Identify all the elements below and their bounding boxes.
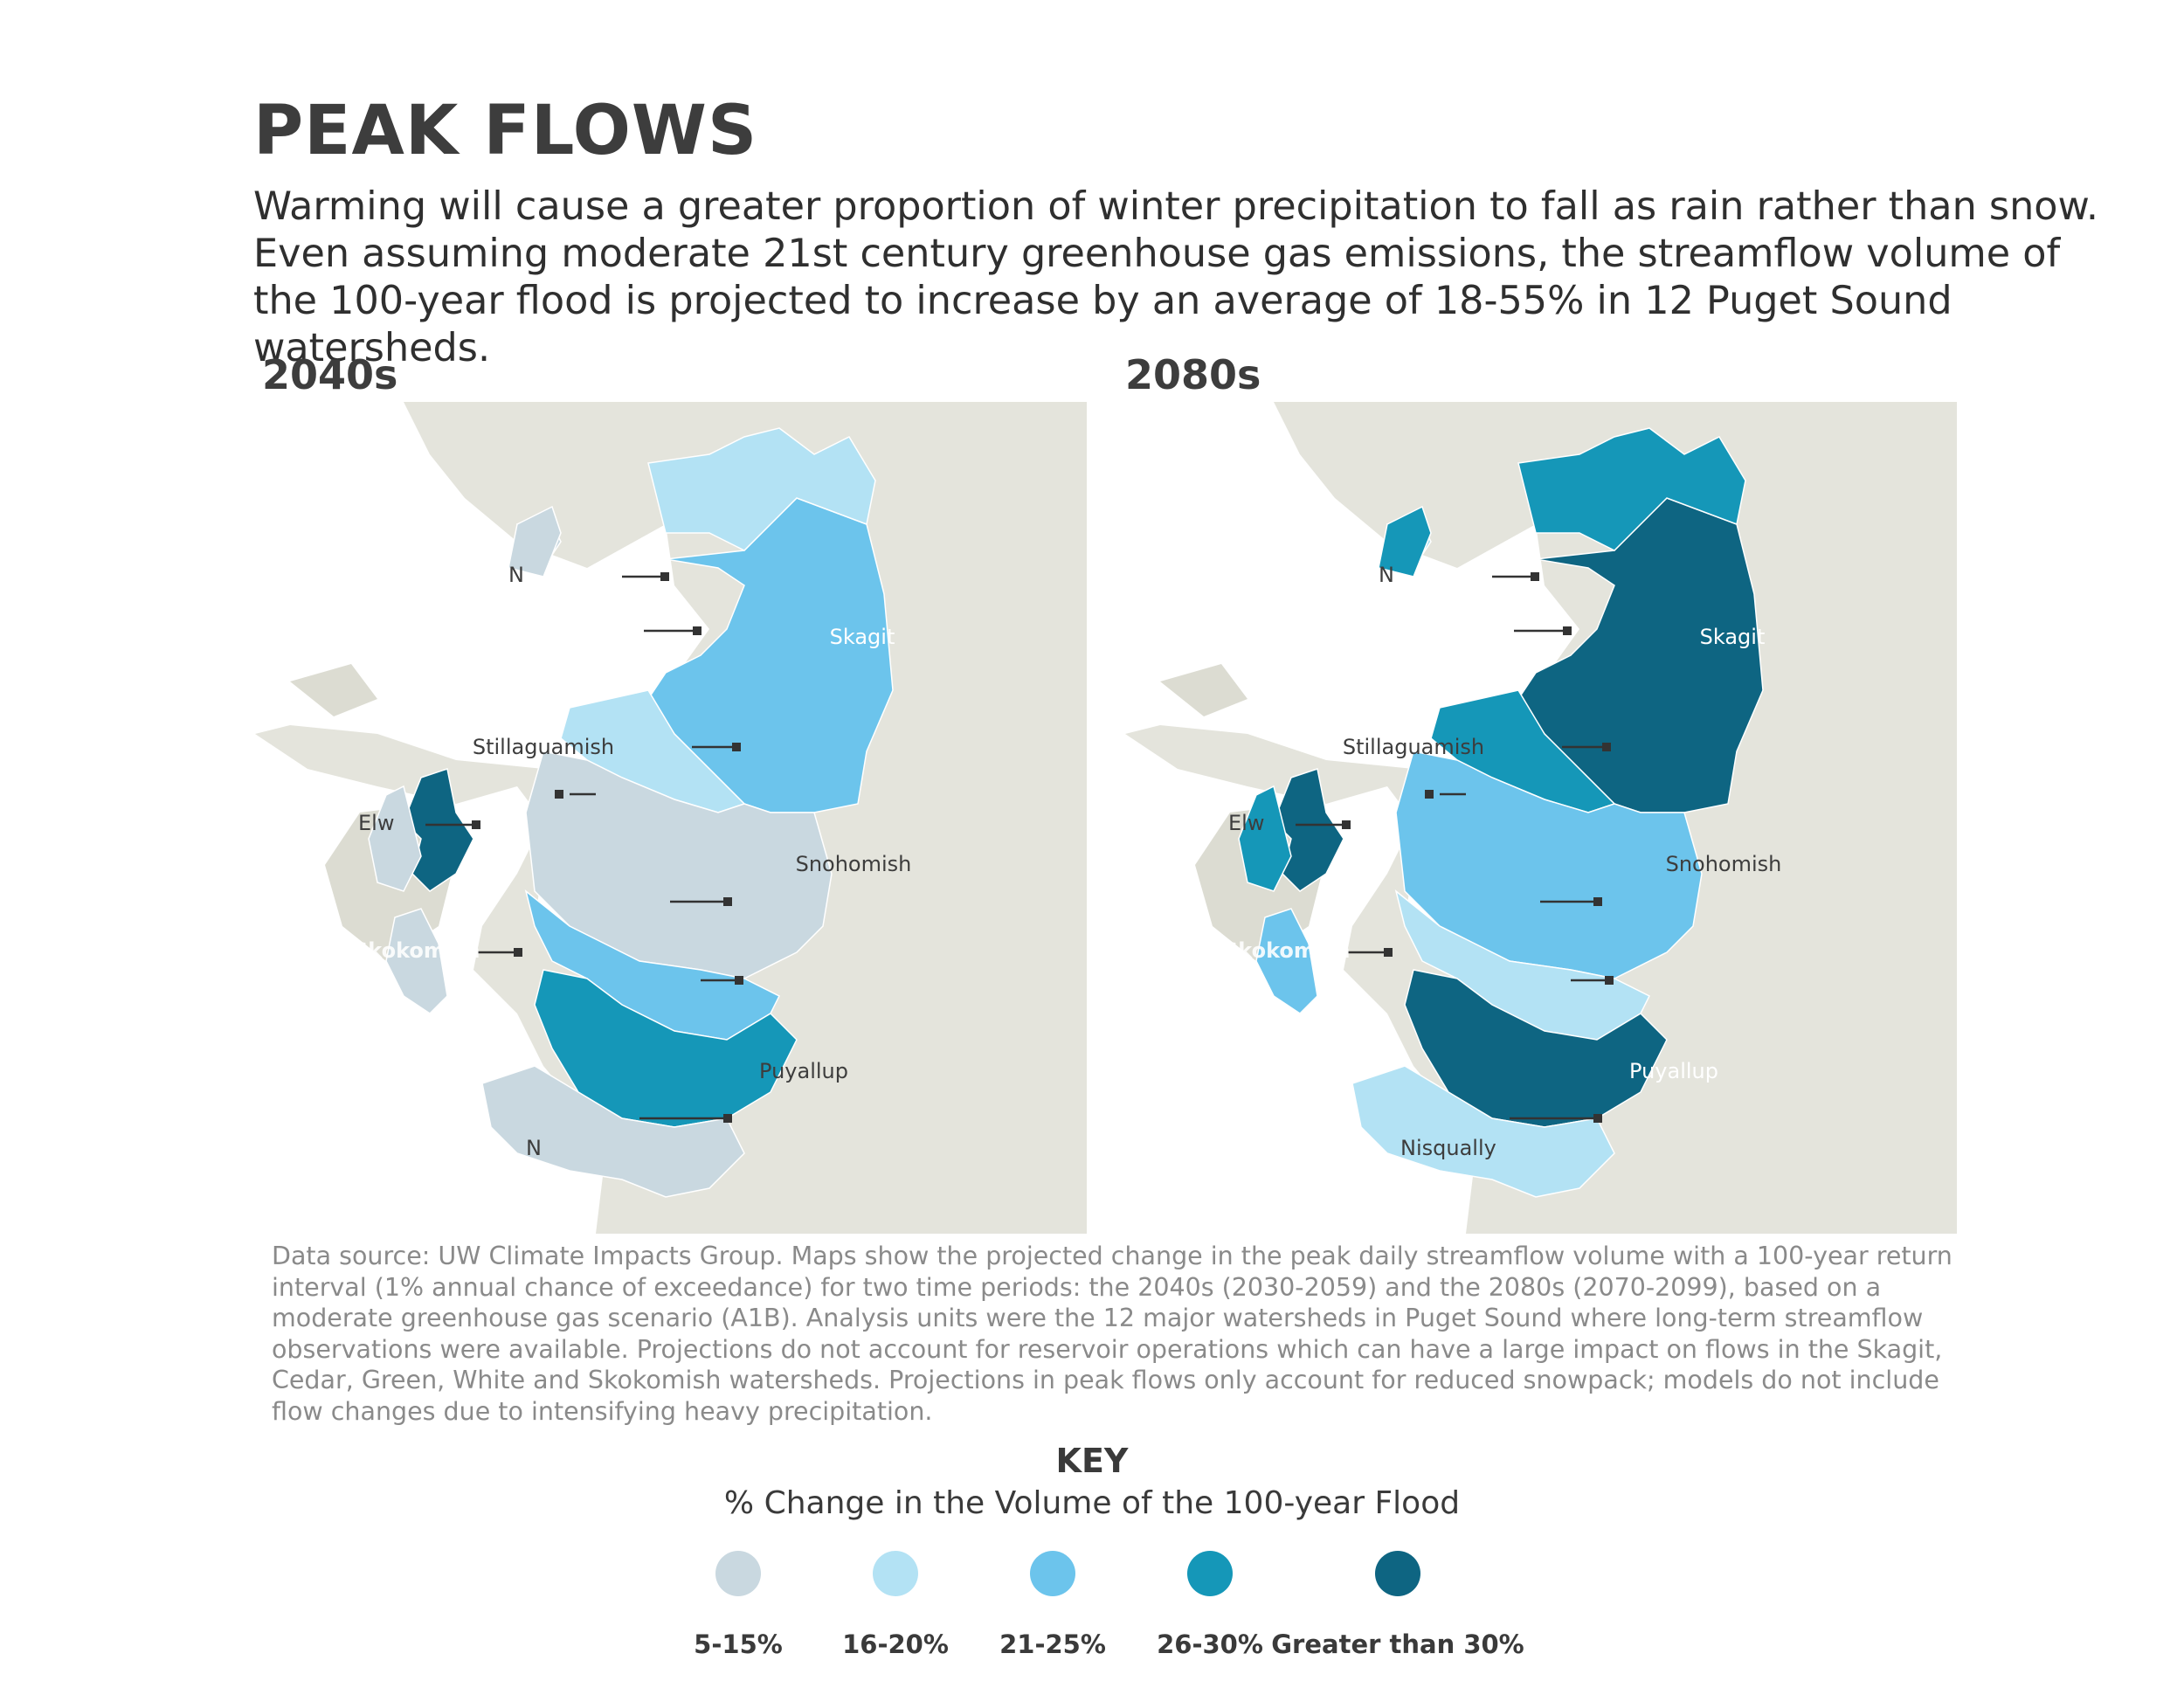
map-2080s-svg: N Skagit Stillaguamish Elw Snohomish Sko… (1125, 402, 1957, 1234)
key-swatch (873, 1551, 918, 1596)
watershed-puyallup (534, 969, 798, 1128)
key-label: Greater than 30% (1271, 1629, 1524, 1659)
key-item-1: 5-15% (607, 1551, 869, 1659)
watershed-nisqually (1351, 1065, 1615, 1198)
watershed-nisqually (481, 1065, 745, 1198)
watershed-north (508, 505, 562, 578)
map-label-north: N (508, 563, 524, 587)
watershed-elwha (1238, 785, 1292, 892)
map-label-nisqually: Nisqually (1400, 1136, 1496, 1160)
watersheds (1238, 427, 1764, 1198)
watershed-elwha (368, 785, 422, 892)
map-label-skokomish: Skokomish (1223, 938, 1351, 963)
page-title: PEAK FLOWS (253, 92, 758, 170)
key-swatch (715, 1551, 761, 1596)
key-swatch (1375, 1551, 1420, 1596)
intro-paragraph: Warming will cause a greater proportion … (253, 184, 2098, 370)
watersheds (368, 427, 894, 1198)
watershed-puyallup (1404, 969, 1668, 1128)
key-item-4: 26-30% (1079, 1551, 1341, 1659)
map-label-puyallup: Puyallup (1629, 1059, 1718, 1083)
key-item-3: 21-25% (922, 1551, 1184, 1659)
key-label: 5-15% (694, 1629, 783, 1659)
map-2080s: N Skagit Stillaguamish Elw Snohomish Sko… (1125, 402, 1957, 1234)
map-label-elwha: Elw (1228, 811, 1264, 835)
data-source-note: Data source: UW Climate Impacts Group. M… (272, 1242, 1952, 1426)
leader-markers (472, 572, 743, 1123)
map-label-skagit: Skagit (830, 625, 895, 649)
map-label-skagit: Skagit (1700, 625, 1766, 649)
key-swatch (1187, 1551, 1233, 1596)
map-2040s: N Skagit Stillaguamish Elw Snohomish Sko… (255, 402, 1087, 1234)
key-item-5: Greater than 30% (1258, 1551, 1538, 1659)
leader-lines (1296, 575, 1608, 1120)
map-label-stillaguamish: Stillaguamish (1343, 735, 1484, 759)
map-label-snohomish: Snohomish (1666, 852, 1782, 876)
map-label-stillaguamish: Stillaguamish (473, 735, 614, 759)
key-label: 21-25% (999, 1629, 1106, 1659)
key-swatch (1030, 1551, 1075, 1596)
leader-markers (1342, 572, 1614, 1123)
period-title-2080s: 2080s (1125, 351, 1261, 398)
map-2040s-svg: N Skagit Stillaguamish Elw Snohomish Sko… (255, 402, 1087, 1234)
map-label-nisqually: N (526, 1136, 542, 1160)
key-subtitle: % Change in the Volume of the 100-year F… (723, 1485, 1461, 1521)
key-item-2: 16-20% (764, 1551, 1026, 1659)
map-label-skokomish: Skokomish (353, 938, 480, 963)
watershed-north (1378, 505, 1432, 578)
key-label: 16-20% (842, 1629, 949, 1659)
map-label-north: N (1379, 563, 1394, 587)
watershed-skokomish (385, 908, 448, 1014)
key-title: KEY (1055, 1442, 1129, 1480)
leader-lines (425, 575, 738, 1120)
key-label: 26-30% (1157, 1629, 1263, 1659)
map-label-elwha: Elw (358, 811, 394, 835)
watershed-skokomish (1255, 908, 1318, 1014)
period-title-2040s: 2040s (262, 351, 398, 398)
watershed-nooksack (1517, 427, 1746, 551)
watershed-nooksack (647, 427, 876, 551)
map-label-snohomish: Snohomish (796, 852, 912, 876)
map-label-puyallup: Puyallup (759, 1059, 848, 1083)
